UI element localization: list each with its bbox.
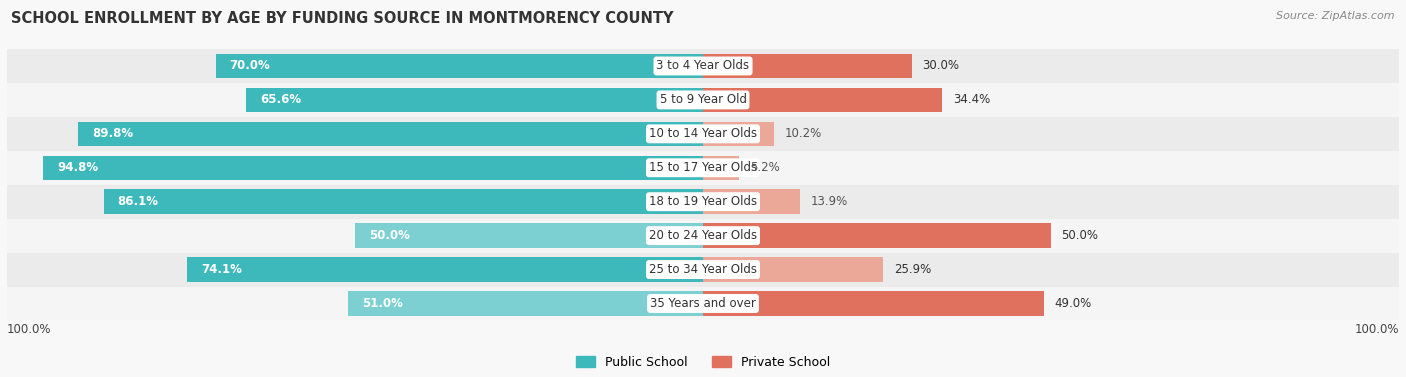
Text: 30.0%: 30.0%	[922, 60, 959, 72]
Text: 25.9%: 25.9%	[894, 263, 931, 276]
Bar	[354, 224, 703, 248]
Bar	[7, 287, 1399, 320]
Text: 3 to 4 Year Olds: 3 to 4 Year Olds	[657, 60, 749, 72]
Bar	[217, 54, 703, 78]
Bar	[703, 190, 800, 214]
Text: 70.0%: 70.0%	[229, 60, 270, 72]
Text: 50.0%: 50.0%	[368, 229, 409, 242]
Text: 15 to 17 Year Olds: 15 to 17 Year Olds	[650, 161, 756, 174]
Bar	[703, 156, 740, 180]
Text: 18 to 19 Year Olds: 18 to 19 Year Olds	[650, 195, 756, 208]
Text: 100.0%: 100.0%	[1354, 323, 1399, 336]
Bar	[703, 224, 1052, 248]
Bar	[7, 151, 1399, 185]
Text: 10.2%: 10.2%	[785, 127, 821, 140]
Text: 86.1%: 86.1%	[118, 195, 159, 208]
Bar	[187, 257, 703, 282]
Text: SCHOOL ENROLLMENT BY AGE BY FUNDING SOURCE IN MONTMORENCY COUNTY: SCHOOL ENROLLMENT BY AGE BY FUNDING SOUR…	[11, 11, 673, 26]
Bar	[44, 156, 703, 180]
Bar	[7, 83, 1399, 117]
Text: 5.2%: 5.2%	[749, 161, 779, 174]
Bar	[7, 253, 1399, 287]
Text: 89.8%: 89.8%	[91, 127, 134, 140]
Bar	[703, 88, 942, 112]
Text: 5 to 9 Year Old: 5 to 9 Year Old	[659, 93, 747, 106]
Text: 50.0%: 50.0%	[1062, 229, 1098, 242]
Text: 65.6%: 65.6%	[260, 93, 301, 106]
Legend: Public School, Private School: Public School, Private School	[571, 351, 835, 374]
Text: 34.4%: 34.4%	[953, 93, 990, 106]
Bar	[77, 122, 703, 146]
Bar	[7, 185, 1399, 219]
Text: 25 to 34 Year Olds: 25 to 34 Year Olds	[650, 263, 756, 276]
Text: 10 to 14 Year Olds: 10 to 14 Year Olds	[650, 127, 756, 140]
Text: 94.8%: 94.8%	[58, 161, 98, 174]
Bar	[104, 190, 703, 214]
Bar	[703, 291, 1045, 316]
Bar	[7, 219, 1399, 253]
Bar	[349, 291, 703, 316]
Bar	[7, 117, 1399, 151]
Text: 13.9%: 13.9%	[810, 195, 848, 208]
Bar	[703, 257, 883, 282]
Bar	[703, 122, 773, 146]
Text: 74.1%: 74.1%	[201, 263, 242, 276]
Text: 49.0%: 49.0%	[1054, 297, 1091, 310]
Text: 35 Years and over: 35 Years and over	[650, 297, 756, 310]
Text: 100.0%: 100.0%	[7, 323, 52, 336]
Text: 20 to 24 Year Olds: 20 to 24 Year Olds	[650, 229, 756, 242]
Text: 51.0%: 51.0%	[361, 297, 404, 310]
Bar	[246, 88, 703, 112]
Bar	[7, 49, 1399, 83]
Text: Source: ZipAtlas.com: Source: ZipAtlas.com	[1277, 11, 1395, 21]
Bar	[703, 54, 912, 78]
